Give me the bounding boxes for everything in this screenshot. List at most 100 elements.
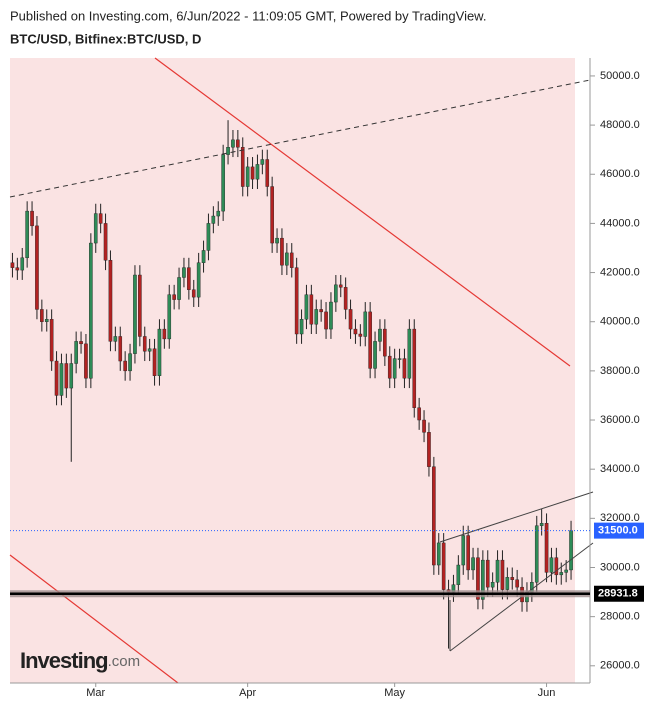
- candle-body: [373, 341, 377, 369]
- level-label-box: [594, 585, 644, 602]
- candle-body: [216, 210, 221, 217]
- candle-body: [299, 319, 304, 335]
- candle-body: [172, 294, 176, 300]
- candle-body: [343, 287, 348, 310]
- candle-body: [309, 294, 314, 325]
- candle-body: [289, 252, 294, 268]
- candle-body: [407, 328, 412, 379]
- y-tick-label: 46000.0: [600, 168, 640, 180]
- candle-body: [294, 267, 299, 335]
- candle-body: [177, 277, 181, 300]
- candle-body: [25, 210, 29, 259]
- y-tick-label: 50000.0: [600, 70, 640, 82]
- candle-body: [471, 557, 475, 571]
- candle-body: [461, 535, 466, 566]
- y-tick-label: 30000.0: [600, 561, 640, 573]
- logo: Investing.com: [20, 648, 140, 673]
- candle-body: [358, 333, 363, 337]
- candle-body: [74, 341, 78, 364]
- candle-body: [476, 557, 480, 600]
- candle-body: [191, 289, 196, 298]
- level-label-box: [594, 522, 644, 539]
- candle-body: [59, 363, 64, 396]
- candle-body: [510, 577, 515, 580]
- candle-body: [392, 358, 397, 379]
- candle-body: [500, 559, 505, 590]
- candle-body: [98, 213, 103, 224]
- y-tick-label: 26000.0: [600, 660, 640, 672]
- candle-body: [108, 260, 113, 342]
- candle-body: [314, 309, 319, 325]
- candle-body: [103, 223, 108, 261]
- candle-body: [231, 139, 235, 148]
- y-tick-label: 32000.0: [600, 512, 640, 524]
- candle-body: [211, 215, 216, 224]
- candle-body: [15, 267, 20, 271]
- candle-body: [20, 257, 25, 271]
- candle-body: [422, 419, 426, 433]
- candle-body: [559, 572, 564, 576]
- candle-body: [221, 154, 225, 212]
- candle-body: [397, 358, 402, 360]
- candle-body: [378, 328, 382, 342]
- candle-body: [481, 559, 485, 600]
- candle-body: [250, 166, 255, 180]
- y-tick-label: 38000.0: [600, 365, 640, 377]
- candle-body: [280, 237, 284, 266]
- candle-body: [285, 252, 289, 266]
- candle-body: [324, 311, 328, 330]
- candle-body: [118, 336, 123, 362]
- channel-lower: [9, 554, 179, 684]
- candle-body: [240, 147, 245, 187]
- candle-body: [427, 432, 431, 467]
- candle-body: [93, 213, 98, 244]
- candle-body: [79, 341, 83, 345]
- candle-body: [363, 311, 368, 337]
- level-label: 28931.8: [598, 588, 638, 600]
- x-tick-label: May: [384, 687, 405, 699]
- candle-body: [255, 164, 260, 180]
- y-tick-label: 48000.0: [600, 119, 640, 131]
- candle-body: [432, 466, 436, 566]
- candle-body: [260, 159, 265, 165]
- candle-body: [270, 186, 274, 244]
- candle-body: [353, 328, 358, 335]
- candle-body: [265, 159, 270, 187]
- candle-body: [89, 242, 93, 379]
- candle-body: [196, 262, 201, 298]
- header: Published on Investing.com, 6/Jun/2022 -…: [10, 8, 486, 23]
- x-tick-label: Mar: [86, 687, 105, 699]
- candle-body: [402, 358, 407, 379]
- candle-body: [167, 294, 172, 340]
- candle-body: [338, 284, 343, 288]
- candle-body: [368, 311, 372, 369]
- candle-body: [138, 274, 142, 337]
- candle-body: [64, 363, 69, 389]
- candle-body: [147, 348, 152, 352]
- candle-body: [245, 166, 250, 187]
- candle-body: [162, 328, 167, 340]
- candle-body: [412, 328, 417, 408]
- candle-body: [182, 267, 186, 278]
- candle-body: [142, 336, 147, 352]
- candle-body: [466, 535, 470, 571]
- y-tick-label: 34000.0: [600, 463, 640, 475]
- candle-body: [304, 294, 309, 320]
- candle-body: [35, 225, 39, 310]
- candle-body: [569, 530, 573, 571]
- candle-body: [387, 355, 392, 379]
- logo-text: Investing: [20, 648, 108, 673]
- candle-body: [236, 139, 240, 148]
- logo-suffix: .com: [108, 653, 141, 670]
- candle-body: [226, 147, 230, 155]
- candle-body: [84, 343, 88, 379]
- y-tick-label: 40000.0: [600, 316, 640, 328]
- chart-title: BTC/USD, Bitfinex:BTC/USD, D: [10, 31, 201, 46]
- candle-body: [157, 328, 162, 376]
- candle-body: [539, 523, 544, 526]
- candle-body: [40, 309, 44, 322]
- candle-body: [133, 274, 137, 354]
- candle-body: [319, 309, 323, 313]
- candle-body: [54, 360, 59, 396]
